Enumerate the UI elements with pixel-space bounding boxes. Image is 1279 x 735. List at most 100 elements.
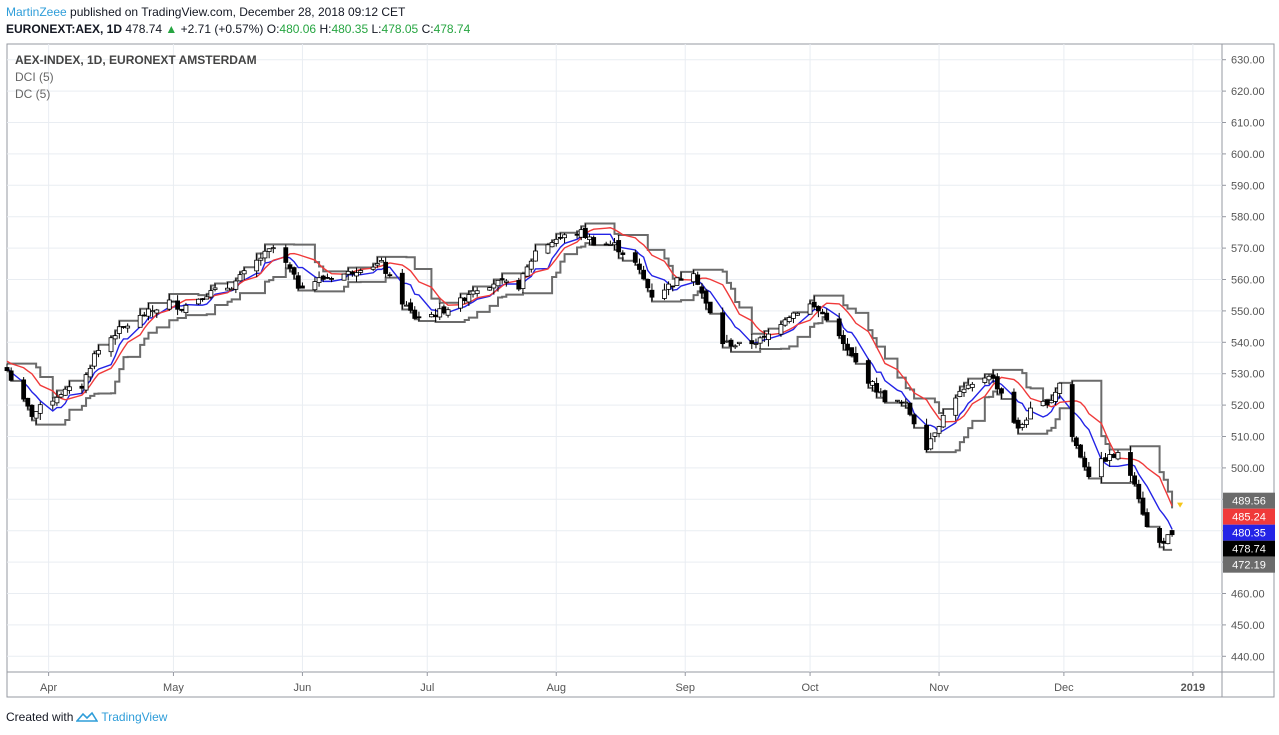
candle-body [957,390,963,397]
candle-body [374,263,380,266]
candle-body [553,238,559,244]
author-link[interactable]: MartinZeee [6,5,67,19]
candle-body [736,341,742,344]
candle-body [845,343,850,351]
candle-body [112,335,118,340]
x-tick-label: May [163,682,184,694]
x-tick-label: Dec [1054,682,1074,694]
y-tick-label: 590.00 [1231,180,1265,192]
candle-body [986,375,992,381]
candle-body [458,297,463,309]
candle-body [1049,399,1054,404]
candle-body [1140,497,1146,515]
candle-body [287,264,293,269]
candle-body [982,377,988,383]
candle-body [383,261,389,274]
candle-body [786,317,792,322]
candle-body [645,279,651,289]
candle-body [545,244,551,254]
dc-lower-band [7,242,1173,551]
candle-body [4,367,10,372]
candle-body [562,234,567,239]
candle-body [1111,454,1117,458]
candle-body [641,269,647,280]
candle-body [1136,483,1142,500]
x-tick-label: 2019 [1181,682,1205,694]
candle-body [1028,407,1033,420]
candle-body [324,277,330,279]
candle-body [345,270,351,275]
price-marker-box [1223,524,1275,541]
tradingview-brand[interactable]: TradingView [101,710,168,724]
price-marker-label: 480.35 [1232,528,1266,540]
candle-body [662,289,667,299]
candle-body [1057,382,1063,394]
candle-body [936,426,942,434]
candle-body [25,397,31,407]
candle-body [666,283,671,290]
candle-body [320,275,326,280]
price-marker-label: 472.19 [1232,560,1266,572]
y-tick-label: 540.00 [1231,337,1265,349]
candle-body [612,242,617,246]
candle-body [1069,384,1075,437]
candle-body [154,309,160,314]
candle-body [795,312,800,316]
candle-body [1086,466,1092,478]
candle-body [225,287,230,291]
candle-body [870,381,875,386]
candle-body [137,314,143,328]
candle-body [899,401,905,404]
dci-line [6,227,1173,507]
candle-body [416,316,422,319]
candle-body [146,308,151,317]
candle-body [649,289,655,298]
candle-body [470,290,476,295]
candle-body [349,271,355,275]
publish-info: MartinZeee published on TradingView.com,… [6,5,405,19]
publish-text: published on TradingView.com, December 2… [70,5,406,19]
candle-body [1132,475,1138,485]
y-tick-label: 570.00 [1231,243,1265,255]
x-tick-label: Jul [420,682,434,694]
candle-body [961,388,967,393]
y-tick-label: 500.00 [1231,463,1265,475]
x-tick-label: Nov [929,682,949,694]
candle-body [258,257,264,261]
candle-body [495,279,501,287]
x-tick-label: Jun [294,682,312,694]
candle-body [1098,458,1104,478]
legend-dci[interactable]: DCI (5) [15,70,54,84]
candle-body [820,311,825,315]
price-marker-box [1223,556,1275,573]
candle-body [520,273,526,289]
price-marker-box [1223,508,1275,525]
candle-body [953,397,959,416]
candle-body [29,404,35,417]
y-tick-label: 620.00 [1231,86,1265,98]
candle-body [691,273,696,283]
candle-body [412,309,418,319]
candle-body [720,312,726,345]
candle-body [757,337,763,344]
candle-body [33,411,39,419]
footer: Created with TradingView [6,710,167,724]
y-tick-label: 560.00 [1231,275,1265,287]
candle-body [354,272,359,277]
legend-dc[interactable]: DC (5) [15,87,51,101]
candle-body [728,339,734,347]
signal-triangle-icon [1177,502,1184,508]
candle-body [753,343,759,345]
price-marker-label: 478.74 [1232,544,1266,556]
candle-body [932,432,938,437]
candle-body [387,274,393,277]
candle-body [1144,512,1150,527]
candle-body [811,301,817,308]
y-tick-label: 630.00 [1231,55,1265,67]
tradingview-logo-icon [76,711,99,722]
y-tick-label: 530.00 [1231,369,1265,381]
up-triangle-icon: ▲ [165,22,178,36]
candle-body [703,290,709,304]
candle-body [1015,419,1021,429]
